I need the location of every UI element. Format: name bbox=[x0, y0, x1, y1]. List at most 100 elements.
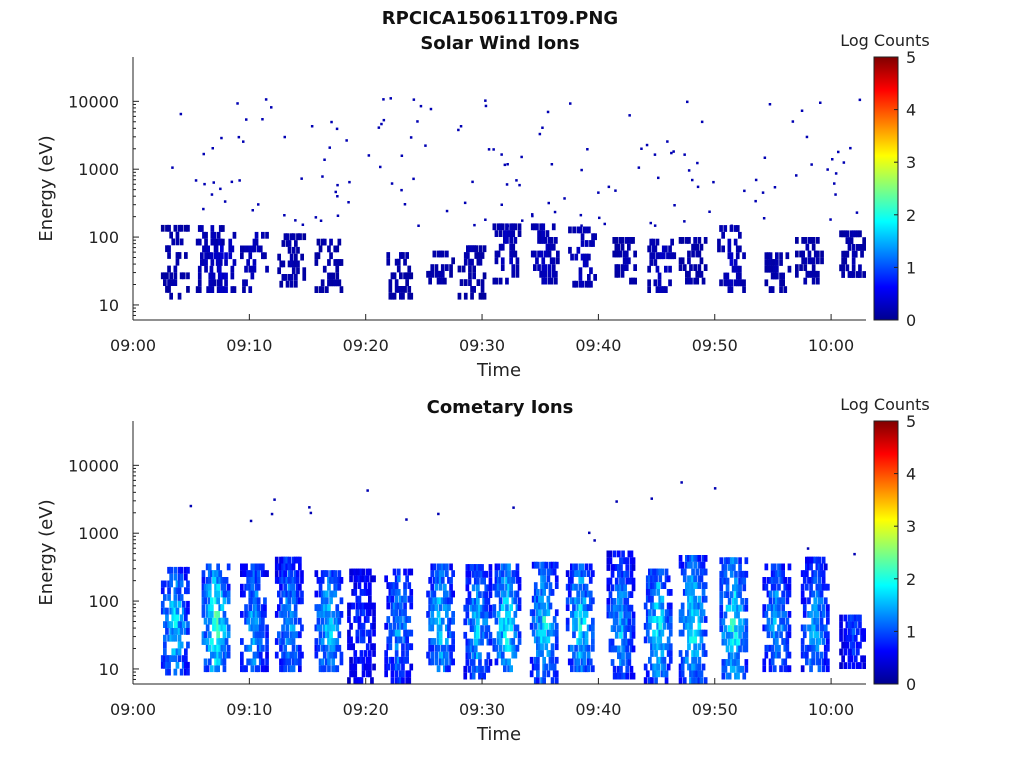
spectrogram-cell bbox=[405, 677, 409, 684]
spectrogram-cell bbox=[287, 611, 292, 618]
spectrogram-cell bbox=[484, 659, 489, 666]
spectrogram-cell bbox=[612, 598, 617, 605]
spectrogram-cell bbox=[386, 636, 391, 644]
colorbar-tick-label: 2 bbox=[906, 206, 916, 225]
spectrogram-cell bbox=[368, 582, 372, 589]
spectrogram-cell bbox=[781, 597, 785, 605]
spectrogram-cell bbox=[584, 638, 589, 645]
spectrogram-cell bbox=[177, 224, 182, 232]
spectrogram-cell bbox=[734, 611, 738, 619]
y-tick-label: 10 bbox=[99, 660, 119, 679]
spectrogram-cell bbox=[396, 629, 401, 637]
spectrogram-cell bbox=[530, 250, 535, 258]
spectrogram-cell bbox=[265, 644, 269, 652]
spectrogram-cell bbox=[365, 656, 370, 664]
spectrogram-cell bbox=[390, 582, 395, 589]
spectrogram-cell bbox=[545, 250, 550, 258]
spectrogram-cell bbox=[811, 624, 815, 632]
spectrogram-cell bbox=[401, 622, 405, 630]
spectrogram-cell bbox=[449, 631, 453, 639]
spectrogram-cell bbox=[513, 651, 518, 659]
spectrogram-cell bbox=[333, 617, 338, 625]
spectrogram-cell bbox=[281, 658, 285, 666]
spectrogram-cell bbox=[449, 264, 453, 271]
spectrogram-cell bbox=[614, 584, 619, 592]
spectrogram-cell bbox=[697, 582, 702, 589]
spectrogram-cell bbox=[507, 563, 511, 571]
spectrogram-cell bbox=[811, 617, 815, 625]
spectrogram-cell bbox=[853, 230, 858, 238]
spectrogram-speckle bbox=[179, 112, 183, 116]
spectrogram-cell bbox=[515, 264, 520, 271]
spectrogram-cell bbox=[606, 577, 611, 585]
spectrogram-cell bbox=[723, 665, 728, 673]
spectrogram-cell bbox=[517, 604, 522, 611]
spectrogram-cell bbox=[316, 577, 321, 584]
spectrogram-cell bbox=[363, 663, 368, 671]
spectrogram-cell bbox=[772, 272, 777, 280]
spectrogram-cell bbox=[851, 257, 856, 265]
spectrogram-cell bbox=[224, 272, 228, 280]
spectrogram-cell bbox=[580, 590, 585, 598]
spectrogram-cell bbox=[658, 568, 663, 576]
spectrogram-cell bbox=[856, 230, 860, 238]
spectrogram-cell bbox=[202, 245, 206, 253]
spectrogram-speckle bbox=[696, 161, 699, 165]
spectrogram-cell bbox=[695, 602, 700, 610]
spectrogram-cell bbox=[355, 575, 360, 583]
spectrogram-cell bbox=[567, 583, 572, 591]
spectrogram-cell bbox=[787, 651, 792, 659]
spectrogram-cell bbox=[729, 591, 734, 598]
spectrogram-cell bbox=[476, 577, 480, 585]
spectrogram-cell bbox=[368, 589, 372, 596]
spectrogram-cell bbox=[650, 650, 654, 657]
spectrogram-cell bbox=[285, 658, 290, 666]
spectrogram-cell bbox=[496, 583, 501, 591]
spectrogram-cell bbox=[787, 577, 792, 584]
spectrogram-cell bbox=[314, 570, 319, 577]
spectrogram-cell bbox=[811, 570, 815, 577]
spectrogram-cell bbox=[733, 225, 738, 232]
spectrogram-cell bbox=[486, 665, 491, 673]
spectrogram-cell bbox=[325, 658, 329, 666]
spectrogram-cell bbox=[445, 264, 449, 271]
spectrogram-cell bbox=[392, 602, 397, 610]
spectrogram-cell bbox=[809, 556, 813, 564]
spectrogram-cell bbox=[169, 292, 173, 300]
spectrogram-cell bbox=[621, 577, 625, 585]
spectrogram-cell bbox=[480, 292, 485, 300]
spectrogram-cell bbox=[494, 644, 499, 652]
spectrogram-cell bbox=[787, 624, 792, 632]
spectrogram-cell bbox=[405, 670, 409, 678]
x-tick-label: 09:20 bbox=[343, 336, 389, 355]
spectrogram-cell bbox=[333, 570, 338, 577]
spectrogram-cell bbox=[467, 570, 472, 578]
spectrogram-cell bbox=[727, 638, 732, 646]
spectrogram-cell bbox=[721, 570, 726, 578]
spectrogram-cell bbox=[386, 582, 391, 589]
spectrogram-speckle bbox=[416, 120, 419, 123]
spectrogram-cell bbox=[803, 257, 808, 265]
spectrogram-cell bbox=[329, 590, 333, 598]
spectrogram-cell bbox=[572, 624, 576, 632]
spectrogram-cell bbox=[625, 638, 630, 646]
spectrogram-cell bbox=[254, 563, 259, 571]
spectrogram-cell bbox=[363, 650, 368, 657]
spectrogram-cell bbox=[650, 636, 654, 644]
spectrogram-cell bbox=[468, 279, 472, 286]
spectrogram-cell bbox=[768, 252, 773, 260]
spectrogram-cell bbox=[725, 577, 730, 585]
spectrogram-cell bbox=[394, 663, 399, 671]
spectrogram-cell bbox=[216, 658, 220, 666]
spectrogram-cell bbox=[652, 575, 656, 583]
spectrogram-cell bbox=[853, 614, 858, 622]
spectrogram-speckle bbox=[579, 213, 583, 217]
spectrogram-cell bbox=[541, 257, 546, 265]
spectrogram-cell bbox=[480, 577, 484, 585]
spectrogram-cell bbox=[372, 609, 376, 617]
spectrogram-speckle bbox=[310, 125, 314, 128]
spectrogram-cell bbox=[261, 604, 265, 611]
spectrogram-cell bbox=[470, 292, 474, 300]
spectrogram-cell bbox=[809, 665, 813, 673]
spectrogram-cell bbox=[220, 252, 224, 260]
